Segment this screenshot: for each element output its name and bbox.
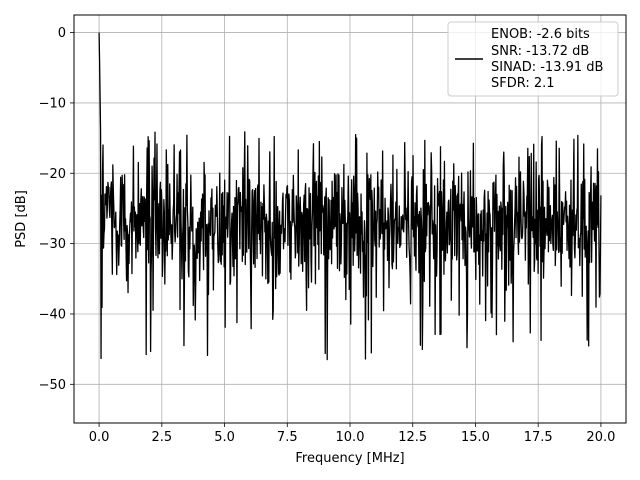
y-axis-ticks: 0 −10 −20 −30 −40 −50 bbox=[39, 26, 74, 393]
legend-box bbox=[447, 21, 619, 97]
y-tick-label: −10 bbox=[39, 96, 66, 111]
y-tick-label: −50 bbox=[39, 378, 66, 393]
x-tick-label: 12.5 bbox=[398, 430, 427, 445]
legend-sinad: SINAD: -13.91 dB bbox=[491, 60, 603, 75]
psd-series bbox=[98, 32, 602, 361]
psd-line bbox=[98, 32, 602, 361]
y-tick-label: 0 bbox=[58, 26, 66, 41]
x-tick-label: 5.0 bbox=[214, 430, 235, 445]
y-tick-label: −20 bbox=[39, 167, 66, 182]
x-tick-label: 17.5 bbox=[524, 430, 553, 445]
legend-sfdr: SFDR: 2.1 bbox=[491, 76, 555, 91]
x-tick-label: 0.0 bbox=[89, 430, 110, 445]
x-tick-label: 20.0 bbox=[586, 430, 615, 445]
y-tick-label: −40 bbox=[39, 307, 66, 322]
y-tick-label: −30 bbox=[39, 237, 66, 252]
x-axis-label: Frequency [MHz] bbox=[295, 451, 404, 466]
y-axis-label: PSD [dB] bbox=[14, 190, 29, 248]
x-tick-label: 2.5 bbox=[151, 430, 172, 445]
x-axis-ticks: 0.0 2.5 5.0 7.5 10.0 12.5 15.0 17.5 20.0 bbox=[89, 423, 615, 445]
legend-enob: ENOB: -2.6 bits bbox=[491, 27, 590, 42]
x-tick-label: 10.0 bbox=[336, 430, 365, 445]
x-tick-label: 7.5 bbox=[277, 430, 298, 445]
legend-snr: SNR: -13.72 dB bbox=[491, 44, 589, 59]
legend: ENOB: -2.6 bits SNR: -13.72 dB SINAD: -1… bbox=[447, 21, 619, 97]
x-tick-label: 15.0 bbox=[461, 430, 490, 445]
